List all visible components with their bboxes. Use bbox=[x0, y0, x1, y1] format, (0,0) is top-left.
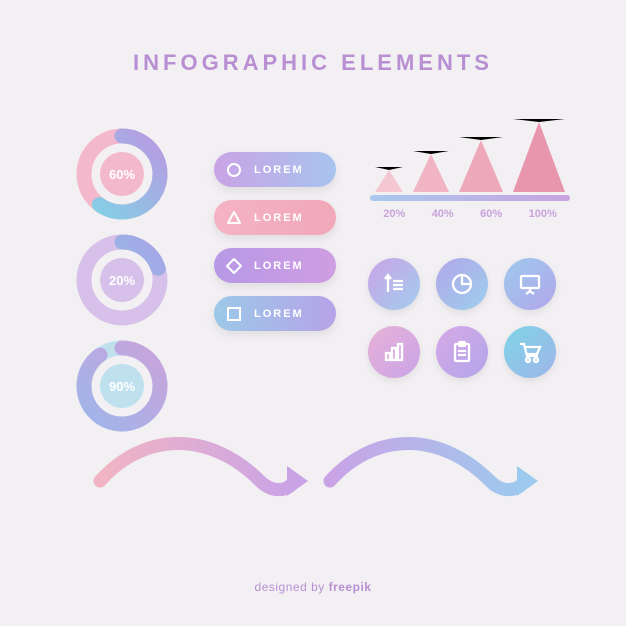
triangle-label-1: 40% bbox=[432, 208, 454, 220]
triangle-chart-labels: 20% 40% 60% 100% bbox=[370, 208, 570, 220]
board-icon bbox=[504, 258, 556, 310]
donut-chart-1: 20% bbox=[76, 234, 168, 326]
legend-pill-3: LOREM bbox=[214, 296, 336, 331]
diamond-icon bbox=[225, 257, 243, 275]
donut-center-label: 20% bbox=[100, 258, 144, 302]
pill-label: LOREM bbox=[254, 260, 304, 272]
pill-label: LOREM bbox=[254, 164, 304, 176]
bars-icon bbox=[368, 326, 420, 378]
wave-arrow-1 bbox=[320, 426, 550, 511]
pill-label: LOREM bbox=[254, 212, 304, 224]
footer-brand: freepik bbox=[329, 580, 372, 594]
wave-arrow-0 bbox=[90, 426, 320, 511]
footer-prefix: designed by bbox=[255, 580, 329, 594]
triangle-label-3: 100% bbox=[529, 208, 557, 220]
pie-icon bbox=[436, 258, 488, 310]
triangle-icon bbox=[225, 209, 243, 227]
triangle-bar-1 bbox=[413, 151, 449, 192]
legend-pill-1: LOREM bbox=[214, 200, 336, 235]
donut-center-label: 90% bbox=[100, 364, 144, 408]
triangle-bar-3 bbox=[513, 119, 565, 192]
arrow-list-icon bbox=[368, 258, 420, 310]
donut-chart-0: 60% bbox=[76, 128, 168, 220]
legend-pill-2: LOREM bbox=[214, 248, 336, 283]
triangle-chart-axis bbox=[370, 195, 570, 201]
page-title: INFOGRAPHIC ELEMENTS bbox=[0, 50, 626, 76]
triangle-bar-2 bbox=[459, 137, 503, 192]
triangle-chart: 20% 40% 60% 100% bbox=[370, 120, 570, 220]
donut-center-label: 60% bbox=[100, 152, 144, 196]
triangle-label-2: 60% bbox=[480, 208, 502, 220]
pill-label: LOREM bbox=[254, 308, 304, 320]
footer-credit: designed by freepik bbox=[0, 580, 626, 594]
donut-chart-2: 90% bbox=[76, 340, 168, 432]
clipboard-icon bbox=[436, 326, 488, 378]
circle-icon bbox=[225, 161, 243, 179]
cart-icon bbox=[504, 326, 556, 378]
legend-pill-0: LOREM bbox=[214, 152, 336, 187]
square-icon bbox=[225, 305, 243, 323]
triangle-label-0: 20% bbox=[383, 208, 405, 220]
triangle-bar-0 bbox=[375, 167, 403, 192]
